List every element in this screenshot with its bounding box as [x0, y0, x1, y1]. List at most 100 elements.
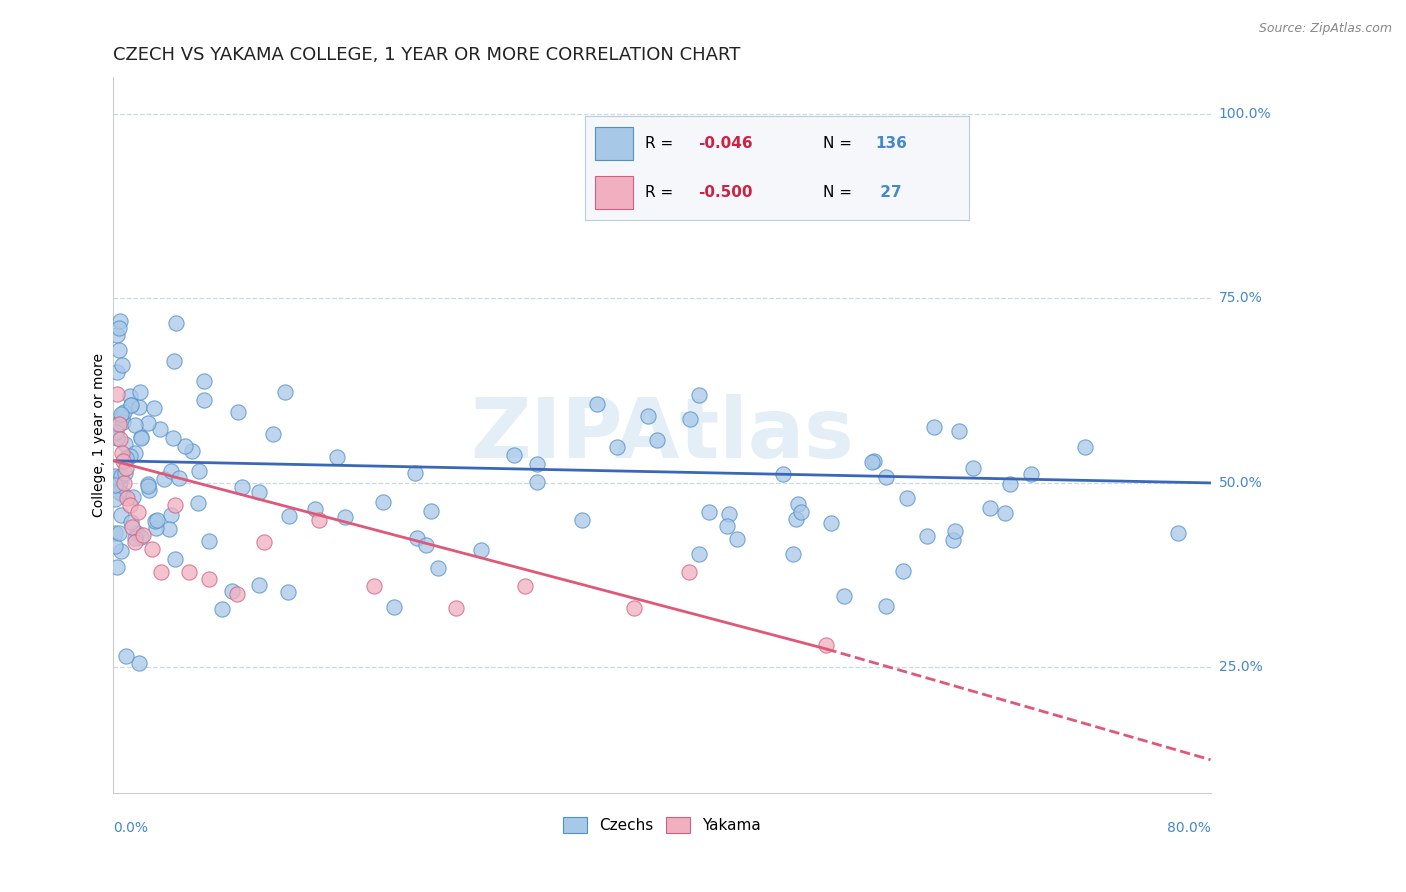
Text: ZIPAtlas: ZIPAtlas [470, 394, 853, 475]
Point [120, 398, 142, 412]
Point [118, 389, 141, 403]
Point [177, 565, 200, 579]
Point [107, 477, 129, 491]
Point [875, 470, 897, 484]
Point [526, 457, 548, 471]
Point [104, 426, 127, 441]
Point [110, 508, 132, 522]
Point [104, 525, 127, 540]
Point [470, 542, 492, 557]
Point [998, 477, 1021, 491]
Point [363, 579, 385, 593]
Point [688, 547, 710, 561]
Point [815, 638, 838, 652]
Point [110, 407, 132, 421]
Point [110, 544, 132, 558]
Point [112, 415, 135, 429]
Point [124, 417, 146, 432]
Point [678, 565, 700, 579]
Point [526, 475, 548, 489]
Text: CZECH VS YAKAMA COLLEGE, 1 YEAR OR MORE CORRELATION CHART: CZECH VS YAKAMA COLLEGE, 1 YEAR OR MORE … [114, 46, 741, 64]
Point [114, 453, 136, 467]
Point [111, 487, 134, 501]
Point [782, 547, 804, 561]
Point [276, 584, 298, 599]
Legend: Czechs, Yakama: Czechs, Yakama [557, 811, 768, 839]
Point [228, 405, 250, 419]
Point [180, 444, 202, 458]
Point [717, 508, 740, 522]
Point [120, 398, 142, 412]
Point [121, 490, 143, 504]
Point [188, 463, 211, 477]
Point [127, 505, 149, 519]
Point [606, 440, 628, 454]
Point [444, 601, 467, 615]
Point [114, 461, 136, 475]
Point [697, 505, 720, 519]
Point [163, 498, 186, 512]
Text: 0.0%: 0.0% [114, 821, 148, 835]
Point [335, 509, 357, 524]
Point [404, 466, 426, 480]
Point [571, 513, 593, 527]
Point [145, 521, 167, 535]
Point [136, 416, 159, 430]
Point [623, 601, 645, 615]
Point [772, 467, 794, 482]
Point [105, 560, 128, 574]
Point [165, 316, 187, 330]
Point [221, 583, 243, 598]
Point [586, 396, 609, 410]
Point [132, 527, 155, 541]
Text: 75.0%: 75.0% [1219, 292, 1263, 305]
Point [121, 515, 143, 529]
Point [503, 448, 526, 462]
Point [225, 587, 247, 601]
Point [149, 422, 172, 436]
Text: 80.0%: 80.0% [1167, 821, 1211, 835]
Point [108, 475, 131, 489]
Point [129, 430, 152, 444]
Point [962, 460, 984, 475]
Point [107, 321, 129, 335]
Point [150, 565, 173, 579]
Point [128, 400, 150, 414]
Point [125, 526, 148, 541]
Point [420, 504, 443, 518]
Point [105, 365, 128, 379]
Point [382, 600, 405, 615]
Point [945, 524, 967, 538]
Point [111, 409, 134, 423]
Point [124, 445, 146, 459]
Point [231, 480, 253, 494]
Point [1074, 440, 1097, 454]
Point [114, 437, 136, 451]
Text: Source: ZipAtlas.com: Source: ZipAtlas.com [1258, 22, 1392, 36]
Point [143, 514, 166, 528]
Point [262, 427, 284, 442]
Point [118, 498, 141, 512]
Point [688, 388, 710, 402]
Point [128, 656, 150, 670]
Point [112, 405, 135, 419]
Point [371, 495, 394, 509]
Point [124, 531, 146, 545]
Point [110, 468, 132, 483]
Point [917, 529, 939, 543]
Point [198, 534, 221, 549]
Point [187, 496, 209, 510]
Point [922, 420, 945, 434]
Point [129, 530, 152, 544]
Point [115, 649, 138, 664]
Point [107, 343, 129, 357]
Point [104, 469, 127, 483]
Point [979, 501, 1001, 516]
Point [160, 508, 183, 522]
Point [115, 491, 138, 505]
Point [173, 439, 195, 453]
Point [198, 572, 221, 586]
Point [406, 531, 429, 545]
Point [105, 417, 128, 431]
Point [138, 477, 160, 491]
